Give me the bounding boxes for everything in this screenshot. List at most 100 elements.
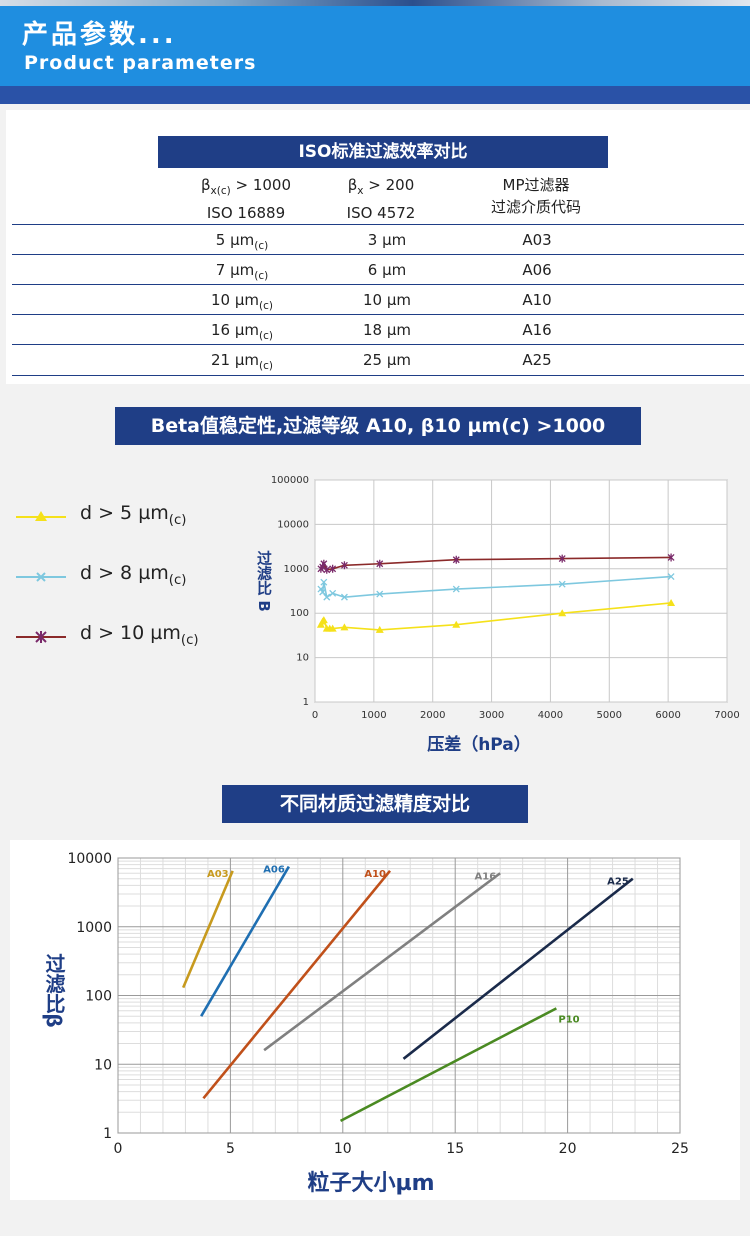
data-point: [452, 585, 460, 593]
data-point: [667, 573, 675, 580]
series-line: [402, 877, 634, 1060]
beta-stability-chart: 0 1000 2000 3000 4000 5000 6000 7000 1 10 100 1000 1…: [255, 475, 740, 755]
y-tick-label: 10: [296, 653, 309, 664]
y-tick-label: 1: [103, 1126, 112, 1142]
table-cell-code: A03: [522, 231, 552, 249]
x-tick-label: 25: [671, 1141, 689, 1157]
header-banner: 产品参数... Product parameters: [0, 0, 750, 104]
table-cell-code: A10: [522, 291, 552, 309]
x-tick-label: 20: [559, 1141, 577, 1157]
data-point: [558, 554, 566, 563]
x-tick-label: 1000: [361, 710, 386, 721]
data-point: [319, 588, 327, 596]
x-tick-label: 15: [446, 1141, 464, 1157]
y-tick-label: 1: [303, 697, 309, 708]
table-cell-beta-c: 5 µm(c): [162, 225, 322, 261]
header-col-2-line1: βx > 200: [306, 174, 456, 202]
table-cell-beta-c: 16 µm(c): [162, 315, 322, 351]
x-tick-label: 5000: [597, 710, 622, 721]
data-point: [319, 616, 328, 624]
table-cell-beta-c: 7 µm(c): [162, 255, 322, 291]
header-title-en: Product parameters: [24, 52, 257, 74]
y-tick-label: 100: [85, 989, 112, 1005]
x-tick-label: 4000: [538, 710, 563, 721]
table-cell-code: A25: [522, 351, 552, 369]
data-point: [323, 593, 331, 601]
table-row: 21 µm(c) 25 µm A25: [12, 344, 744, 376]
iso-table-section: ISO标准过滤效率对比 βx(c) > 1000 ISO 16889 βx > …: [6, 110, 750, 384]
plot-area: [314, 479, 728, 703]
data-point: [667, 598, 676, 606]
data-point: [329, 564, 337, 573]
header-col-3: MP过滤器 过滤介质代码: [461, 174, 611, 218]
table-cell-code: A06: [522, 261, 552, 279]
table-row: 16 µm(c) 18 µm A16: [12, 314, 744, 345]
series-line: [181, 870, 234, 989]
x-axis-label: 压差（hPa）: [427, 734, 531, 755]
x-tick-label: 3000: [479, 710, 504, 721]
y-tick-label: 1000: [76, 920, 112, 936]
legend-triangle-icon: [16, 511, 66, 521]
cell-value: 5 µm: [215, 231, 255, 249]
x-tick-label: 0: [114, 1141, 123, 1157]
series-line: [339, 1007, 557, 1123]
data-point: [320, 559, 328, 568]
material-compare-title: 不同材质过滤精度对比: [222, 785, 528, 823]
legend-label: d > 10 µm(c): [80, 622, 199, 648]
iso-table-title: ISO标准过滤效率对比: [158, 136, 608, 168]
x-tick-label: 6000: [655, 710, 680, 721]
table-cell-code: A16: [522, 321, 552, 339]
beta-symbol: β: [347, 176, 358, 194]
legend-label: d > 8 µm(c): [80, 562, 186, 588]
legend-sub: (c): [168, 572, 187, 588]
y-axis-label: 过滤比 B: [255, 549, 273, 611]
data-point: [376, 559, 384, 568]
cell-sub: (c): [254, 240, 269, 252]
cell-sub: (c): [259, 330, 273, 342]
series-label: A03: [207, 869, 229, 880]
x-tick-label: 7000: [714, 710, 739, 721]
y-tick-label: 1000: [284, 564, 309, 575]
data-point: [558, 609, 567, 617]
data-point: [320, 578, 328, 586]
y-tick-label: 10000: [277, 519, 309, 530]
table-cell-beta: 10 µm: [362, 291, 411, 309]
header-col-3-line2: 过滤介质代码: [490, 198, 581, 216]
table-row: 10 µm(c) 10 µm A10: [12, 284, 744, 315]
x-tick-label: 5: [226, 1141, 235, 1157]
data-point: [340, 561, 348, 570]
cell-sub: (c): [259, 360, 273, 372]
cell-value: 7 µm: [215, 261, 255, 279]
x-axis-label: 粒子大小µm: [307, 1170, 434, 1196]
cell-value: 21 µm: [211, 351, 260, 369]
x-tick-label: 2000: [420, 710, 445, 721]
cell-value: 16 µm: [211, 321, 260, 339]
x-tick-label: 10: [334, 1141, 352, 1157]
cell-sub: (c): [259, 300, 273, 312]
table-cell-beta-c: 21 µm(c): [162, 345, 322, 381]
series-label: A10: [364, 869, 386, 880]
table-cell-beta: 25 µm: [362, 351, 411, 369]
legend-sub: (c): [168, 512, 187, 528]
legend-sub: (c): [180, 632, 199, 648]
legend-text: d > 10 µm: [80, 622, 181, 644]
series-label: P10: [558, 1014, 579, 1025]
table-cell-beta-c: 10 µm(c): [162, 285, 322, 321]
data-point: [558, 580, 566, 588]
y-tick-label: 10000: [67, 851, 112, 867]
header-col-1-threshold: > 1000: [230, 176, 292, 194]
series-line: [200, 865, 290, 1017]
legend-text: d > 5 µm: [80, 502, 169, 524]
header-col-3-line1: MP过滤器: [502, 176, 570, 194]
series-label: A25: [607, 877, 629, 888]
header-col-1-line1: βx(c) > 1000: [156, 174, 336, 202]
header-col-2: βx > 200 ISO 4572: [306, 174, 456, 224]
header-col-1-sub: x(c): [210, 185, 231, 197]
data-point: [340, 593, 348, 601]
cell-value: 10 µm: [211, 291, 260, 309]
header-col-2-threshold: > 200: [363, 176, 415, 194]
data-point: [340, 623, 349, 631]
legend-star-icon: [16, 631, 66, 643]
data-point: [667, 553, 675, 562]
data-point: [376, 590, 384, 598]
